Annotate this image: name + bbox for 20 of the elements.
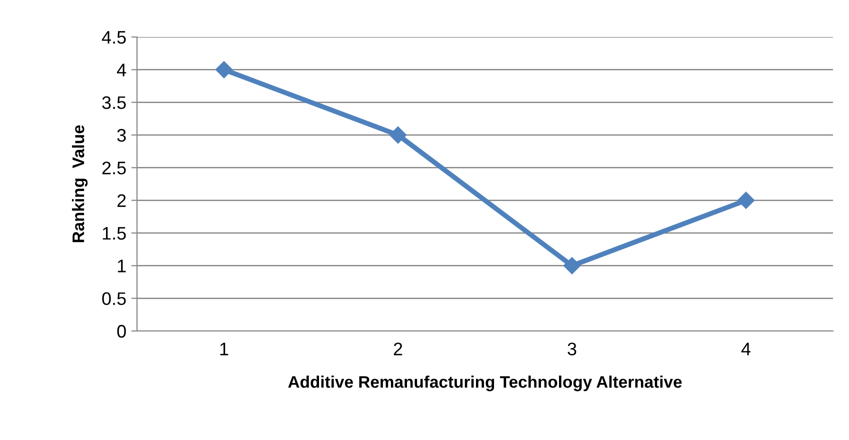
y-tick-label: 2.5 bbox=[102, 162, 126, 174]
y-tick-label: 3.5 bbox=[102, 96, 126, 110]
x-tick-label: 2 bbox=[394, 342, 402, 356]
point bbox=[737, 192, 755, 209]
x-tick-label: 4 bbox=[741, 342, 750, 356]
y-tick-label: 2 bbox=[117, 194, 126, 207]
x-tick-label: 1 bbox=[220, 342, 228, 356]
x-axis-title: Additive Remanufacturing Technology Alternative bbox=[288, 376, 682, 392]
y-tick-label: 4 bbox=[116, 64, 126, 76]
y-tick-label: 3 bbox=[117, 128, 126, 142]
x-tick-label: 3 bbox=[568, 342, 576, 356]
point bbox=[389, 126, 407, 144]
point bbox=[215, 61, 233, 78]
y-tick-label: 0.5 bbox=[102, 292, 126, 306]
y-axis-title: Ranking Value bbox=[72, 125, 88, 242]
y-tick-label: 4.5 bbox=[102, 31, 126, 44]
y-tick-label: 1.5 bbox=[102, 227, 126, 240]
point bbox=[563, 257, 581, 274]
y-tick-label: 1 bbox=[118, 260, 126, 272]
y-tick-label: 0 bbox=[117, 324, 126, 338]
